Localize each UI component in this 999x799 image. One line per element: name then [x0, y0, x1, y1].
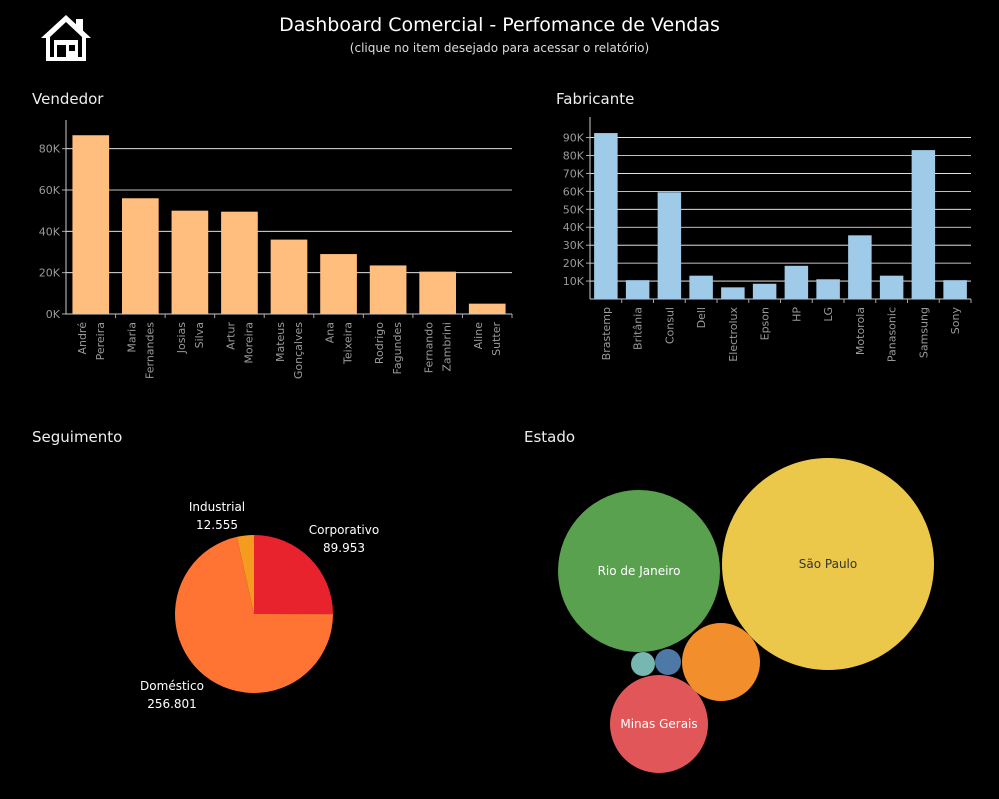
x-tick-label: Fernandes — [143, 322, 156, 379]
bar[interactable] — [816, 279, 840, 299]
y-tick-label: 60K — [39, 184, 61, 197]
pie-value-label: 89.953 — [323, 541, 365, 555]
estado-bubble-chart[interactable]: São Paulo Rio de Janeiro Minas Gerais — [540, 450, 999, 780]
bar[interactable] — [752, 283, 777, 299]
bar[interactable] — [419, 271, 457, 314]
y-tick-label: 80K — [39, 143, 61, 156]
vendedor-panel-title: Vendedor — [32, 90, 104, 108]
x-tick-label: Sutter — [490, 322, 503, 356]
pie-value-label: 12.555 — [196, 518, 238, 532]
y-tick-label: 40K — [39, 225, 61, 238]
y-tick-label: 10K — [563, 275, 585, 288]
bar[interactable] — [879, 275, 904, 299]
dashboard-title: Dashboard Comercial - Perfomance de Vend… — [279, 14, 720, 36]
x-tick-label: Silva — [193, 322, 206, 348]
state-bubble[interactable] — [558, 490, 720, 652]
bar[interactable] — [320, 254, 357, 314]
y-tick-label: 30K — [563, 239, 585, 252]
x-tick-label: Panasonic — [886, 307, 899, 362]
pie-value-label: 256.801 — [147, 697, 197, 711]
x-tick-label: Maria — [125, 322, 138, 353]
bar[interactable] — [221, 211, 258, 314]
x-tick-label: Fernando — [423, 322, 436, 373]
x-tick-label: André — [76, 322, 89, 355]
state-bubble[interactable] — [655, 649, 681, 675]
pie-slice[interactable] — [236, 535, 254, 614]
y-tick-label: 20K — [563, 257, 585, 270]
bar[interactable] — [121, 198, 159, 314]
x-tick-label: Artur — [224, 322, 237, 350]
bar[interactable] — [171, 210, 209, 314]
x-tick-label: Mateus — [274, 322, 287, 362]
state-bubble[interactable] — [682, 623, 760, 701]
x-tick-label: Samsung — [917, 307, 930, 358]
x-tick-label: Rodrigo — [373, 322, 386, 364]
y-tick-label: 80K — [563, 149, 585, 162]
bar[interactable] — [72, 135, 110, 314]
y-tick-label: 50K — [563, 203, 585, 216]
state-label: São Paulo — [799, 557, 857, 571]
pie-label: Doméstico — [140, 679, 204, 693]
x-tick-label: Teixeira — [342, 322, 355, 365]
x-tick-label: Moreira — [242, 322, 255, 364]
bar[interactable] — [911, 150, 936, 299]
dashboard-subtitle: (clique no item desejado para acessar o … — [349, 41, 650, 55]
x-tick-label: Consul — [663, 307, 676, 344]
y-tick-label: 90K — [563, 132, 585, 145]
bar[interactable] — [369, 265, 407, 314]
state-bubble[interactable] — [722, 458, 934, 670]
y-tick-label: 60K — [563, 185, 585, 198]
bar[interactable] — [657, 192, 682, 299]
pie-slice[interactable] — [254, 535, 333, 615]
seguimento-panel-title: Seguimento — [32, 428, 123, 446]
x-tick-label: Ana — [324, 322, 337, 343]
x-tick-label: Dell — [695, 307, 708, 328]
home-icon — [41, 15, 91, 61]
bar[interactable] — [848, 235, 872, 299]
x-tick-label: Zambrini — [441, 322, 454, 372]
x-tick-label: Josias — [175, 322, 188, 355]
x-tick-label: Brastemp — [600, 307, 613, 360]
bar[interactable] — [943, 280, 967, 299]
y-tick-label: 70K — [563, 167, 585, 180]
seguimento-pie-chart[interactable]: Corporativo 89.953 Doméstico 256.801 Industr… — [120, 490, 420, 730]
x-tick-label: Gonçalves — [292, 322, 305, 379]
bar[interactable] — [468, 303, 506, 314]
x-tick-label: HP — [790, 307, 803, 322]
pie-slice[interactable] — [175, 536, 333, 693]
state-label: Rio de Janeiro — [598, 564, 681, 578]
x-tick-label: Electrolux — [727, 307, 740, 362]
x-tick-label: Aline — [472, 322, 485, 350]
estado-panel-title: Estado — [524, 428, 576, 446]
pie-label: Corporativo — [309, 523, 379, 537]
state-bubble[interactable] — [610, 675, 708, 773]
vendedor-bar-chart[interactable]: 0K 20K 40K 60K 80K André Pereira Maria Fernandes… — [0, 110, 520, 400]
x-tick-label: Fagundes — [391, 322, 404, 375]
bar[interactable] — [784, 265, 809, 299]
x-tick-label: Epson — [759, 307, 772, 340]
state-bubble[interactable] — [631, 652, 655, 676]
x-tick-label: LG — [822, 307, 835, 322]
bar[interactable] — [594, 133, 618, 299]
x-tick-label: Sony — [949, 307, 962, 335]
bar[interactable] — [721, 287, 745, 299]
x-tick-label: Pereira — [94, 322, 107, 360]
fabricante-bar-chart[interactable]: 10K 20K 30K 40K 50K 60K 70K 80K 90K Brastemp Britâ… — [520, 110, 999, 400]
y-tick-label: 20K — [39, 267, 61, 280]
fabricante-panel-title: Fabricante — [556, 90, 635, 108]
pie-label: Industrial — [189, 500, 245, 514]
x-tick-label: Motorola — [854, 307, 867, 355]
y-tick-label: 40K — [563, 221, 585, 234]
y-tick-label: 0K — [46, 308, 61, 321]
state-label: Minas Gerais — [620, 717, 697, 731]
bar[interactable] — [270, 239, 308, 314]
bar[interactable] — [625, 280, 650, 299]
x-tick-label: Britânia — [632, 307, 645, 350]
home-button[interactable] — [38, 12, 94, 64]
bar[interactable] — [689, 275, 713, 299]
